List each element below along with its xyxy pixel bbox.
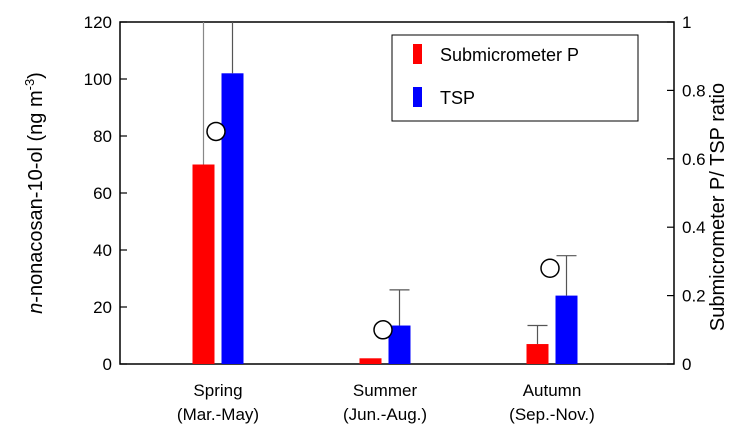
right-y-axis: 0 0.2 0.4 0.6 0.8 1 [667,13,706,374]
right-y-tick-label: 1 [682,13,691,32]
right-y-tick-label: 0.8 [682,81,706,100]
y-tick-label: 0 [103,355,112,374]
category-period-label: (Mar.-May) [177,405,259,424]
y-axis-title-main: -nonacosan-10-ol (ng m [25,90,47,302]
ratio-marker [373,320,393,340]
y-tick-label: 20 [93,298,112,317]
y-tick-label: 80 [93,127,112,146]
y-axis-title-prefix: n [25,303,47,314]
ratio-markers [206,121,560,340]
y-tick-label: 120 [84,13,112,32]
legend: Submicrometer P TSP [391,34,639,122]
legend-swatch-tsp [413,87,422,107]
legend-box [391,34,639,122]
submicrometer-bar [359,358,382,364]
right-y-tick-label: 0.2 [682,287,706,306]
bar-series [192,73,578,365]
tsp-bar [221,73,244,365]
y-axis-title-end: ) [25,72,47,79]
category-label: Spring [193,381,242,400]
category-period-label: (Jun.-Aug.) [343,405,427,424]
submicrometer-bar [192,164,215,364]
error-bars [202,22,577,345]
category-label: Autumn [523,381,582,400]
right-y-tick-label: 0.6 [682,150,706,169]
y-axis-title-right: Submicrometer P/ TSP ratio [707,83,729,331]
y-tick-label: 60 [93,184,112,203]
submicrometer-bar [526,344,549,364]
y-tick-label: 40 [93,241,112,260]
left-y-axis: 0 20 40 60 80 100 120 [84,13,127,374]
ratio-marker [206,121,226,142]
y-axis-title-superscript: -3 [22,79,37,91]
legend-label-tsp: TSP [440,88,475,108]
category-labels: Spring (Mar.-May) Summer (Jun.-Aug.) Autumn (… [177,381,595,424]
legend-label-submicrometer: Submicrometer P [440,45,579,65]
category-label: Summer [353,381,418,400]
right-y-tick-label: 0.4 [682,218,706,237]
y-axis-title-left: n-nonacosan-10-ol (ng m-3) [22,72,47,314]
tsp-bar [388,325,411,364]
y-tick-label: 100 [84,70,112,89]
legend-swatch-submicrometer [413,44,422,64]
category-period-label: (Sep.-Nov.) [509,405,595,424]
tsp-bar [555,295,578,364]
right-y-tick-label: 0 [682,355,691,374]
ratio-marker [540,258,560,278]
